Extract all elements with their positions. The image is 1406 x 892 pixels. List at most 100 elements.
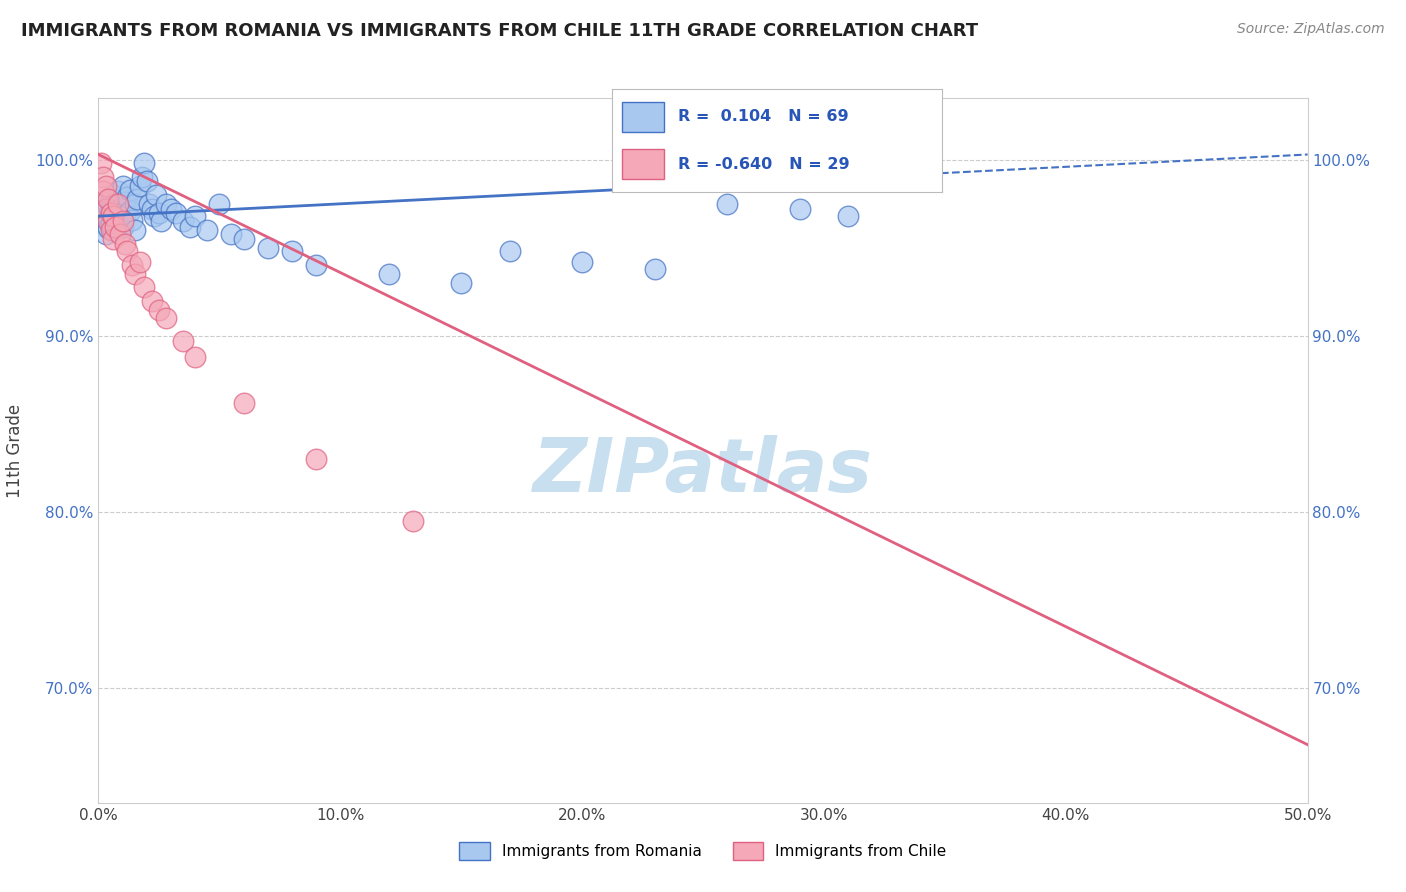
Point: [127, 192, 149, 206]
Point: [90, 209, 112, 223]
Point: [498, 244, 520, 259]
Point: [141, 293, 163, 308]
Point: [117, 190, 139, 204]
Point: [131, 170, 153, 185]
Point: [111, 179, 134, 194]
Point: [91, 202, 114, 216]
Point: [138, 196, 160, 211]
Text: IMMIGRANTS FROM ROMANIA VS IMMIGRANTS FROM CHILE 11TH GRADE CORRELATION CHART: IMMIGRANTS FROM ROMANIA VS IMMIGRANTS FR…: [21, 22, 979, 40]
Point: [155, 196, 177, 211]
Point: [94, 207, 117, 221]
Point: [107, 221, 129, 235]
Point: [108, 202, 131, 216]
Point: [101, 209, 124, 223]
Point: [256, 241, 278, 255]
Point: [107, 185, 129, 199]
Point: [97, 221, 120, 235]
Text: R =  0.104   N = 69: R = 0.104 N = 69: [678, 110, 848, 124]
Text: ZIPatlas: ZIPatlas: [533, 435, 873, 508]
Point: [450, 276, 472, 290]
Point: [716, 196, 738, 211]
Point: [134, 156, 156, 170]
Point: [90, 203, 112, 218]
Point: [232, 396, 254, 410]
Point: [118, 203, 141, 218]
Point: [135, 174, 157, 188]
Point: [108, 227, 131, 241]
Point: [124, 267, 146, 281]
Point: [179, 219, 201, 234]
Text: R = -0.640   N = 29: R = -0.640 N = 29: [678, 157, 849, 171]
Point: [172, 334, 194, 349]
Point: [111, 205, 134, 219]
Point: [97, 212, 120, 227]
Point: [94, 202, 117, 216]
Point: [114, 195, 136, 210]
Point: [94, 205, 117, 219]
Point: [94, 227, 117, 241]
Point: [91, 185, 114, 199]
Point: [305, 452, 328, 467]
Point: [101, 223, 124, 237]
Point: [377, 267, 399, 281]
Point: [117, 244, 139, 259]
Legend: Immigrants from Romania, Immigrants from Chile: Immigrants from Romania, Immigrants from…: [453, 836, 953, 865]
Point: [104, 218, 127, 232]
Point: [97, 214, 120, 228]
Point: [121, 259, 143, 273]
Point: [118, 183, 141, 197]
Point: [208, 196, 231, 211]
Point: [100, 216, 122, 230]
FancyBboxPatch shape: [621, 102, 665, 132]
Point: [134, 279, 156, 293]
Point: [124, 196, 146, 211]
Point: [160, 202, 183, 216]
Point: [172, 214, 194, 228]
Point: [100, 205, 122, 219]
Point: [91, 196, 114, 211]
Point: [145, 188, 167, 202]
Point: [571, 255, 593, 269]
Y-axis label: 11th Grade: 11th Grade: [7, 403, 24, 498]
Point: [107, 196, 129, 211]
Point: [148, 205, 170, 219]
Point: [281, 244, 304, 259]
Point: [402, 514, 425, 528]
Point: [104, 205, 127, 219]
Point: [100, 202, 122, 216]
Point: [91, 214, 114, 228]
Point: [644, 262, 666, 277]
Point: [789, 202, 811, 216]
Point: [94, 218, 117, 232]
Point: [111, 214, 134, 228]
Point: [124, 223, 146, 237]
Point: [195, 223, 218, 237]
Point: [837, 209, 859, 223]
Point: [94, 179, 117, 194]
Point: [101, 188, 124, 202]
Point: [104, 196, 127, 211]
Point: [101, 232, 124, 246]
Point: [90, 156, 112, 170]
Point: [97, 198, 120, 212]
Point: [232, 232, 254, 246]
Point: [111, 219, 134, 234]
Point: [128, 179, 150, 194]
Point: [148, 302, 170, 317]
Point: [91, 170, 114, 185]
Point: [107, 209, 129, 223]
Point: [97, 192, 120, 206]
Point: [305, 259, 328, 273]
Point: [101, 211, 124, 225]
Point: [100, 192, 122, 206]
Point: [184, 209, 207, 223]
Text: Source: ZipAtlas.com: Source: ZipAtlas.com: [1237, 22, 1385, 37]
Point: [150, 214, 173, 228]
Point: [155, 311, 177, 326]
Point: [184, 350, 207, 364]
Point: [121, 212, 143, 227]
Point: [108, 214, 131, 228]
Point: [100, 223, 122, 237]
Point: [114, 209, 136, 223]
Point: [143, 209, 166, 223]
